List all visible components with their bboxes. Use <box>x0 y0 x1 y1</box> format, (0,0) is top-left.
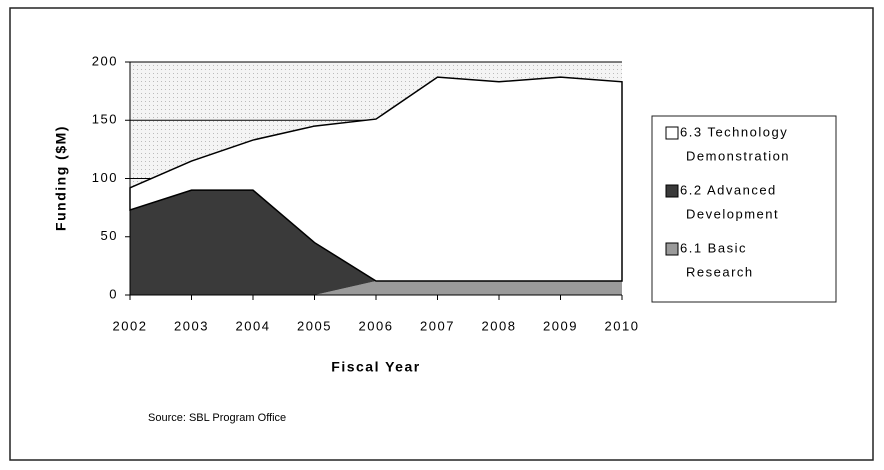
x-tick-label: 2007 <box>420 318 455 333</box>
legend-label: 6.2 Advanced <box>680 182 777 197</box>
y-tick-label: 50 <box>101 228 118 243</box>
y-tick-label: 150 <box>92 112 118 127</box>
legend-swatch <box>665 242 679 256</box>
x-tick-label: 2008 <box>482 318 517 333</box>
y-tick-label: 0 <box>109 286 118 301</box>
x-tick-label: 2010 <box>605 318 640 333</box>
source: Source: SBL Program Office <box>148 412 286 424</box>
y-tick-label: 100 <box>92 170 118 185</box>
legend-box <box>651 115 837 303</box>
legend-swatch <box>665 126 679 140</box>
legend-label: Development <box>686 206 779 221</box>
legend-label: 6.1 Basic <box>680 240 747 255</box>
area <box>130 281 622 295</box>
x-tick-label: 2009 <box>543 318 578 333</box>
x-tick-label: 2006 <box>359 318 394 333</box>
x-tick-label: 2005 <box>297 318 332 333</box>
y-tick-label: 200 <box>92 53 118 68</box>
legend-swatch <box>665 184 679 198</box>
y-axis-label: Funding ($M) <box>53 125 69 231</box>
legend-label: 6.3 Technology <box>680 124 788 139</box>
x-tick-label: 2003 <box>174 318 209 333</box>
x-tick-label: 2002 <box>113 318 148 333</box>
frame <box>9 7 874 461</box>
legend-label: Research <box>686 264 754 279</box>
area <box>130 190 622 295</box>
x-tick-label: 2004 <box>236 318 271 333</box>
area <box>129 76 623 282</box>
x-axis-label: Fiscal Year <box>331 359 420 375</box>
legend-label: Demonstration <box>686 148 790 163</box>
